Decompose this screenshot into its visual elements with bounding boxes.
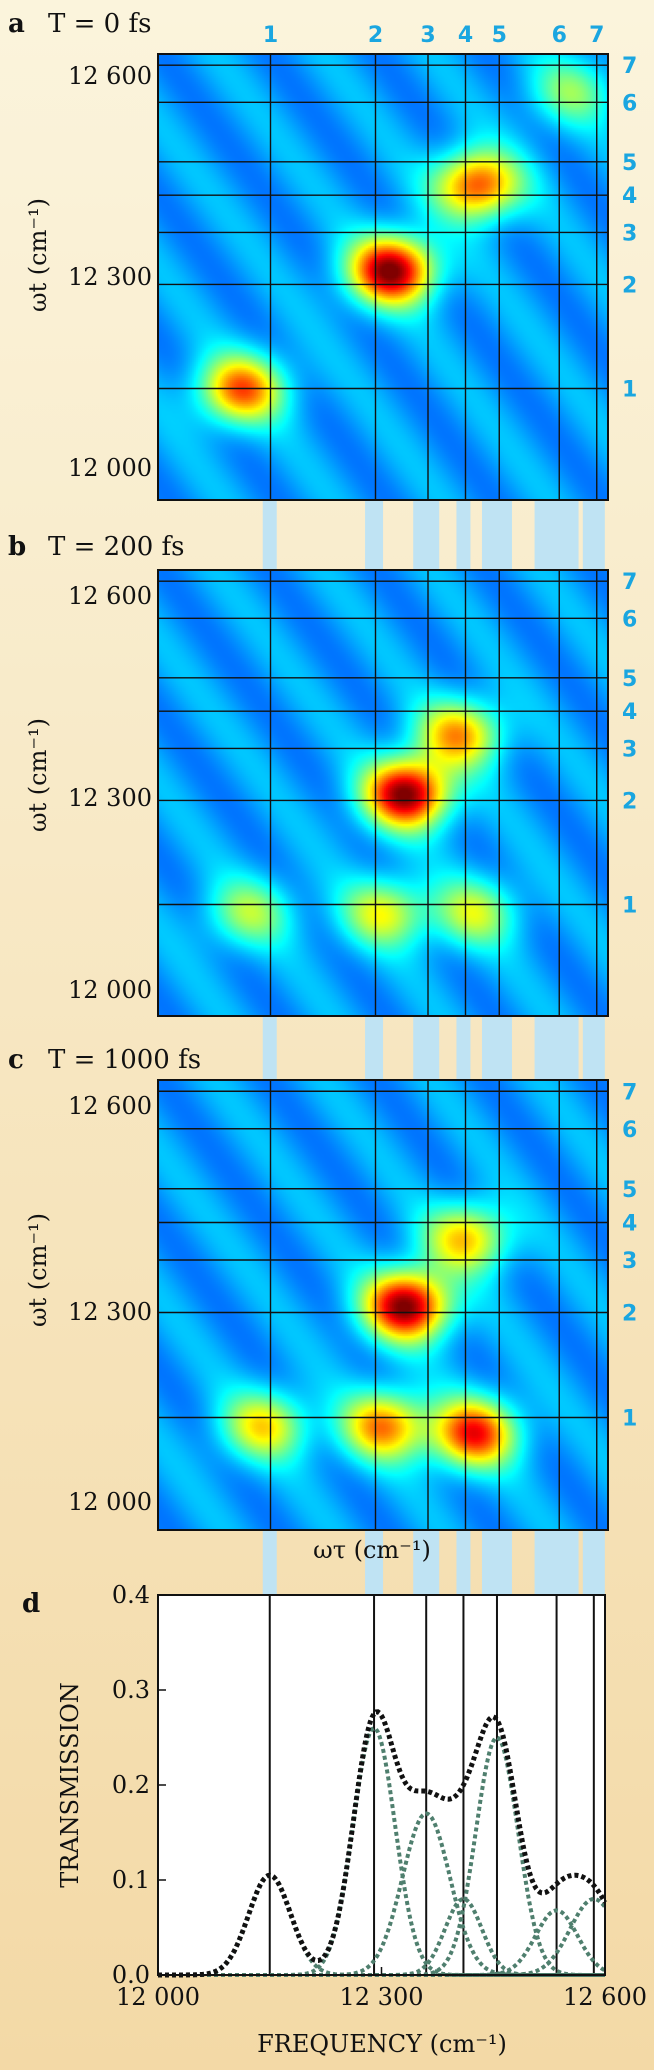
marker-number-right: 1: [622, 378, 637, 403]
marker-number-right: 4: [622, 1212, 637, 1237]
marker-number-top: 4: [458, 23, 473, 48]
marker-number-right: 5: [622, 1178, 637, 1203]
panel-c-heatmap: [158, 1080, 608, 1530]
panel-d: d 12 000 12 300 12 600 0.0 0.1 0.2 0.3 0.4 TRAN…: [22, 1581, 647, 2058]
marker-number-top: 3: [420, 23, 435, 48]
y-tick-label: 0.2: [112, 1771, 150, 1799]
x-tick-label: 12 000: [116, 1983, 200, 2011]
marker-number-top: 5: [492, 23, 507, 48]
panel-c-frame: [157, 1079, 609, 1531]
y-tick-label: 0.0: [112, 1961, 150, 1989]
marker-number-right: 7: [622, 570, 637, 595]
marker-number-right: 4: [622, 700, 637, 725]
marker-number-right: 1: [622, 1407, 637, 1432]
panel-c-grid: [158, 1080, 608, 1530]
y-tick-label: 0.4: [112, 1581, 150, 1609]
panel-b-ytick: 12 000: [68, 976, 152, 1004]
marker-number-right: 3: [622, 1249, 637, 1274]
panel-c-ytick: 12 300: [68, 1298, 152, 1326]
panel-a-heatmap: [158, 54, 608, 500]
panel-b-frame: [157, 569, 609, 1017]
marker-number-right: 3: [622, 737, 637, 762]
marker-number-right: 2: [622, 1302, 637, 1327]
panel-b-heatmap: [158, 570, 608, 1016]
marker-number-right: 5: [622, 151, 637, 176]
panel-d-ylabel: TRANSMISSION: [56, 1682, 84, 1888]
marker-number-right: 6: [622, 91, 637, 116]
marker-number-right: 4: [622, 184, 637, 209]
panel-c-ytick: 12 000: [68, 1488, 152, 1516]
panel-a-grid: [158, 54, 608, 500]
marker-number-right: 6: [622, 1118, 637, 1143]
marker-number-right: 6: [622, 607, 637, 632]
marker-numbers-right: 1 2 3 4 5 6 7 1 2 3 4 5 6 7 1 2 3 4 5 6 7: [622, 54, 637, 1431]
marker-number-top: 7: [589, 23, 604, 48]
component-curve: [158, 1725, 605, 1977]
panel-b: b T = 200 fs ωt (cm⁻¹) 12 600 12 300 12 …: [8, 532, 609, 1017]
marker-number-right: 2: [622, 789, 637, 814]
panel-d-plot-area: [158, 1595, 605, 1975]
panel-a-ytick: 12 000: [68, 454, 152, 482]
y-tick-label: 0.1: [112, 1866, 150, 1894]
panel-c: c T = 1000 fs ωt (cm⁻¹) 12 600 12 300 12…: [8, 1045, 609, 1564]
panel-c-xlabel: ωτ (cm⁻¹): [313, 1536, 431, 1564]
panel-a-ytick: 12 600: [68, 62, 152, 90]
total-transmission-curve: [158, 1709, 608, 1978]
y-tick-label: 0.3: [112, 1676, 150, 1704]
component-curve: [158, 1896, 607, 1977]
panel-letter-a: a: [8, 9, 25, 39]
panel-b-title: T = 200 fs: [48, 532, 185, 562]
panel-letter-c: c: [8, 1045, 24, 1075]
panel-d-xlabel: FREQUENCY (cm⁻¹): [257, 2030, 507, 2058]
component-curve: [158, 1908, 606, 1977]
marker-number-right: 7: [622, 54, 637, 79]
marker-number-right: 7: [622, 1080, 637, 1105]
panel-b-grid: [158, 570, 608, 1016]
x-tick-label: 12 600: [563, 1983, 647, 2011]
panel-a-title: T = 0 fs: [48, 9, 151, 39]
panel-d-ticks: 12 000 12 300 12 600 0.0 0.1 0.2 0.3 0.4: [112, 1581, 647, 2011]
marker-number-right: 2: [622, 273, 637, 298]
panel-a: a T = 0 fs ωt (cm⁻¹) 12 600 12 300 12 00…: [8, 9, 609, 501]
panel-letter-b: b: [8, 532, 26, 562]
panel-c-title: T = 1000 fs: [48, 1045, 201, 1075]
marker-number-top: 6: [552, 23, 567, 48]
x-tick-label: 12 300: [340, 1983, 424, 2011]
panel-a-ylabel: ωt (cm⁻¹): [24, 198, 52, 312]
panel-letter-d: d: [22, 1589, 40, 1619]
panel-b-ytick: 12 300: [68, 784, 152, 812]
panel-a-ytick: 12 300: [68, 263, 152, 291]
marker-number-top: 2: [368, 23, 383, 48]
panel-a-frame: [157, 53, 609, 501]
panel-c-ylabel: ωt (cm⁻¹): [24, 1213, 52, 1327]
marker-number-right: 1: [622, 894, 637, 919]
panel-b-ylabel: ωt (cm⁻¹): [24, 718, 52, 832]
marker-number-right: 3: [622, 221, 637, 246]
panel-b-ytick: 12 600: [68, 582, 152, 610]
panel-c-ytick: 12 600: [68, 1092, 152, 1120]
marker-number-right: 5: [622, 667, 637, 692]
marker-number-top: 1: [263, 23, 278, 48]
